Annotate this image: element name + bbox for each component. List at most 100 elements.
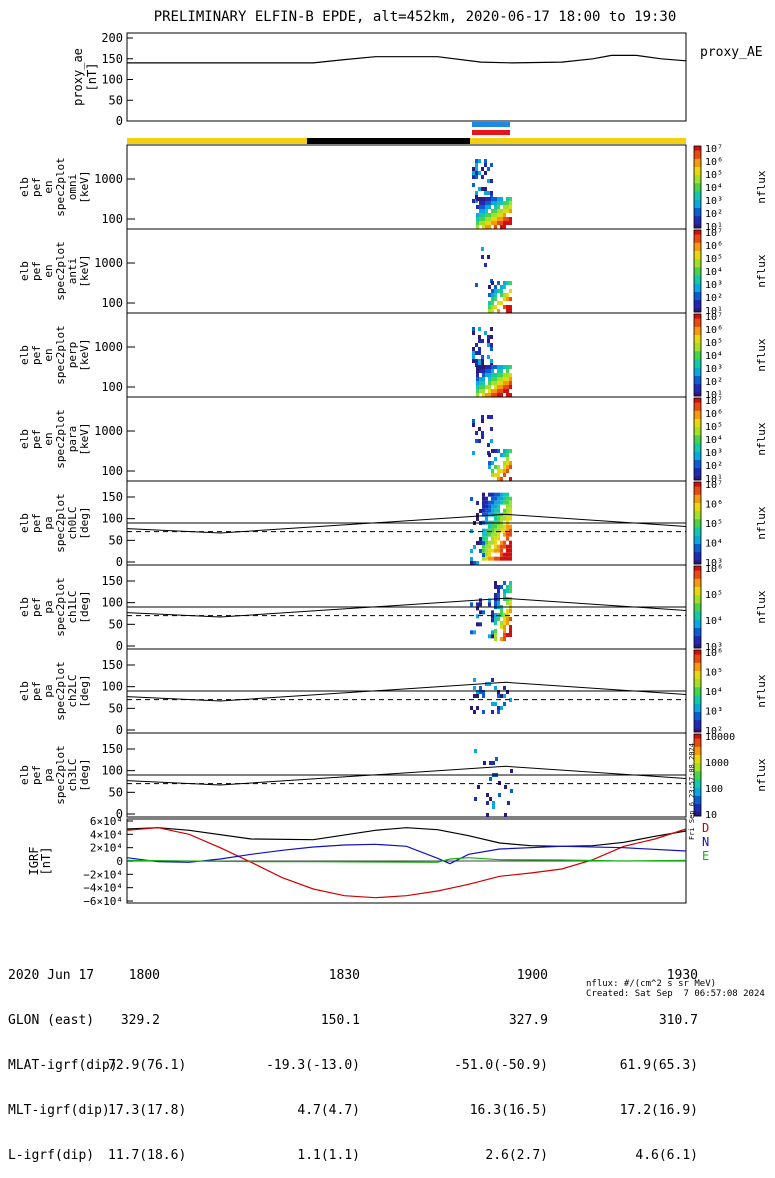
colorbar-cell xyxy=(694,572,701,575)
heatmap-cell xyxy=(509,477,512,481)
y-axis-label: en xyxy=(42,264,55,277)
heatmap-cell xyxy=(488,213,491,217)
colorbar-cell xyxy=(694,701,701,704)
heatmap-cell xyxy=(485,217,488,221)
colorbar-frame xyxy=(693,313,702,397)
colorbar-cell xyxy=(694,302,701,305)
colorbar-cell xyxy=(694,353,701,356)
colorbar-tick-label: 10³ xyxy=(705,642,723,653)
colorbar-cell xyxy=(694,581,701,583)
heatmap-cell xyxy=(488,453,491,457)
heatmap-cell xyxy=(488,365,491,369)
heatmap-cell xyxy=(491,614,494,619)
colorbar-cell xyxy=(694,349,701,352)
colorbar-cell xyxy=(694,338,701,341)
colorbar-cell xyxy=(694,681,701,684)
heatmap-cell xyxy=(490,179,493,183)
heatmap-cell xyxy=(494,373,497,377)
footer-value: 1900 xyxy=(516,968,548,983)
heatmap-cell xyxy=(506,293,509,297)
colorbar-cell xyxy=(694,758,701,761)
colorbar-cell xyxy=(694,740,701,743)
colorbar-cell xyxy=(694,364,701,367)
heatmap-cell xyxy=(491,281,494,285)
heatmap-cell xyxy=(503,281,506,285)
heatmap-cell xyxy=(503,702,506,706)
colorbar-cell xyxy=(694,558,701,561)
heatmap-cell xyxy=(509,633,512,637)
colorbar-cell xyxy=(694,540,701,543)
colorbar-cell xyxy=(694,495,701,498)
y-axis-label: omni xyxy=(66,174,79,201)
heatmap-cell xyxy=(479,622,482,627)
heatmap-cell xyxy=(485,221,488,225)
colorbar-cell xyxy=(694,426,701,429)
colorbar-frame xyxy=(693,229,702,313)
heatmap-cell xyxy=(476,561,479,565)
colorbar-cell xyxy=(694,658,701,661)
heatmap-cell xyxy=(491,469,494,473)
colorbar-cell xyxy=(694,520,701,523)
colorbar-cell xyxy=(694,257,701,260)
colorbar-cell xyxy=(694,770,701,773)
heatmap-cell xyxy=(482,373,485,377)
y-tick-label: 0 xyxy=(116,555,123,569)
heatmap-cell xyxy=(497,201,500,205)
heatmap-cell xyxy=(492,801,495,805)
y-tick-label: 100 xyxy=(101,212,123,226)
heatmap-cell xyxy=(491,197,494,201)
colorbar-cell xyxy=(694,513,701,516)
heatmap-cell xyxy=(479,369,482,373)
colorbar-cell xyxy=(694,425,701,428)
colorbar-frame xyxy=(693,397,702,481)
heatmap-cell xyxy=(472,183,475,187)
y-axis-label: pa xyxy=(42,768,55,781)
y-axis-label: perp xyxy=(66,342,79,369)
colorbar-cell xyxy=(694,451,701,454)
colorbar-cell xyxy=(694,624,701,627)
heatmap-cell xyxy=(495,757,498,761)
heatmap-cell xyxy=(506,617,509,621)
heatmap-cell xyxy=(488,197,491,201)
heatmap-cell xyxy=(503,686,506,690)
y-axis-label: pef xyxy=(30,597,43,617)
heatmap-cell xyxy=(486,793,489,797)
colorbar-cell xyxy=(694,673,701,676)
heatmap-cell xyxy=(500,201,503,205)
heatmap-cell xyxy=(491,702,494,706)
heatmap-cell xyxy=(485,544,488,549)
heatmap-cell xyxy=(488,598,491,603)
colorbar-cell xyxy=(694,335,701,338)
colorbar-cell xyxy=(694,507,701,510)
colorbar-cell xyxy=(694,305,701,308)
igrf-line-n xyxy=(126,843,687,865)
heatmap-cell xyxy=(506,601,509,605)
colorbar-tick-label: 10¹ xyxy=(705,474,723,485)
colorbar-cell xyxy=(694,299,701,302)
colorbar-cell xyxy=(694,265,701,268)
heatmap-cell xyxy=(503,473,506,477)
heatmap-cell xyxy=(479,389,482,393)
heatmap-cell xyxy=(500,285,503,289)
colorbar-cell xyxy=(694,398,701,400)
colorbar-cell xyxy=(694,617,701,620)
heatmap-cell xyxy=(500,369,503,373)
heatmap-cell xyxy=(500,516,503,521)
y-axis-label: [keV] xyxy=(78,338,91,371)
heatmap-cell xyxy=(503,365,506,369)
colorbar-cell xyxy=(694,746,701,749)
colorbar-cell xyxy=(694,632,701,635)
colorbar-cell xyxy=(694,159,701,162)
colorbar-cell xyxy=(694,685,701,688)
colorbar-cell xyxy=(694,589,701,592)
colorbar-cell xyxy=(694,525,701,528)
colorbar-cell xyxy=(694,247,701,250)
heatmap-cell xyxy=(485,504,488,509)
heatmap-cell xyxy=(506,465,509,469)
heatmap-cell xyxy=(494,516,497,521)
heatmap-cell xyxy=(485,373,488,377)
heatmap-cell xyxy=(500,544,503,549)
colorbar-tick-label: 10³ xyxy=(705,364,723,375)
heatmap-cell xyxy=(503,581,506,585)
heatmap-cell xyxy=(473,561,476,565)
